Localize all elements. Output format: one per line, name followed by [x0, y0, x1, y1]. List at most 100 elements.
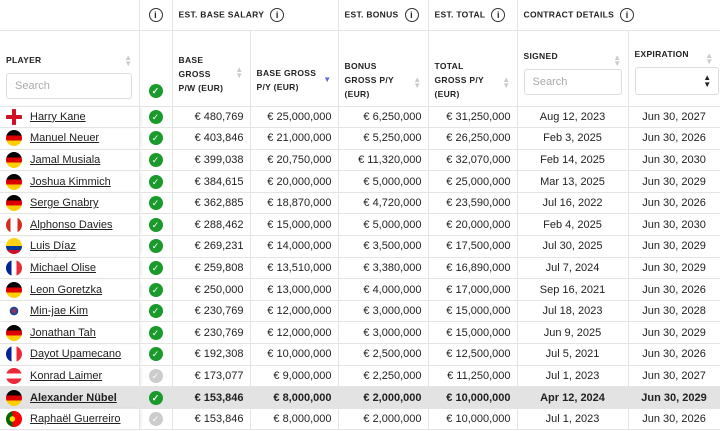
verified-check-icon: ✓ — [148, 152, 163, 167]
verified-filter-icon[interactable]: ✓ — [148, 83, 163, 98]
col-player[interactable]: PLAYER ▲ ▼ Search — [0, 30, 140, 107]
info-icon[interactable]: i — [148, 7, 163, 22]
player-link[interactable]: Konrad Laimer — [30, 369, 103, 382]
table-row[interactable]: Joshua Kimmich ✓ € 384,615 € 20,000,000 … — [0, 170, 720, 193]
table-row[interactable]: Konrad Laimer ✓ € 173,077 € 9,000,000 € … — [0, 365, 720, 388]
signed-search-input[interactable]: Search — [523, 69, 622, 95]
total-py: € 20,000,000 — [428, 213, 518, 237]
sort-icon[interactable]: ▲ ▼ — [124, 52, 133, 68]
expiration-date: Jun 30, 2026 — [628, 127, 720, 150]
bonus-py: € 2,500,000 — [338, 343, 429, 366]
sort-icon[interactable]: ▲ ▼ — [413, 74, 422, 90]
col-signed[interactable]: SIGNED ▲ ▼ Search — [517, 30, 629, 107]
table-row[interactable]: Jonathan Tah ✓ € 230,769 € 12,000,000 € … — [0, 321, 720, 345]
player-link[interactable]: Alphonso Davies — [30, 218, 113, 231]
table-row[interactable]: Jamal Musiala ✓ € 399,038 € 20,750,000 €… — [0, 149, 720, 172]
table-row[interactable]: Michael Olise ✓ € 259,808 € 13,510,000 €… — [0, 257, 720, 280]
info-icon[interactable]: i — [404, 7, 419, 22]
player-link[interactable]: Manuel Neuer — [30, 132, 100, 145]
player-link[interactable]: Harry Kane — [30, 110, 86, 123]
info-icon[interactable]: i — [620, 7, 635, 22]
col-player-label: PLAYER — [6, 55, 42, 65]
sort-icon[interactable]: ▲ ▼ — [235, 64, 244, 80]
bonus-py: € 2,000,000 — [338, 408, 429, 431]
expiration-date: Jun 30, 2026 — [628, 278, 720, 301]
flag-germany-icon — [6, 173, 22, 190]
flag-england-icon — [6, 108, 22, 125]
player-link[interactable]: Michael Olise — [30, 261, 97, 274]
flag-portugal-icon — [6, 411, 22, 428]
group-total: EST. TOTAL — [434, 9, 486, 19]
signed-date: Jul 16, 2022 — [517, 192, 629, 215]
player-link[interactable]: Serge Gnabry — [30, 197, 99, 210]
bonus-py: € 2,250,000 — [338, 365, 429, 388]
expiration-date: Jun 30, 2027 — [628, 365, 720, 388]
verified-check-icon: ✓ — [148, 239, 163, 254]
table-row[interactable]: Alexander Nübel ✓ € 153,846 € 8,000,000 … — [0, 386, 720, 409]
flag-france-icon — [6, 259, 22, 276]
player-link[interactable]: Joshua Kimmich — [30, 175, 111, 188]
base-py: € 13,000,000 — [250, 278, 339, 301]
empty-header — [0, 0, 140, 31]
base-py: € 14,000,000 — [250, 235, 339, 258]
sort-icon[interactable]: ▲ ▼ — [705, 50, 714, 66]
info-icon[interactable]: i — [491, 7, 506, 22]
player-link[interactable]: Jamal Musiala — [30, 153, 101, 166]
col-bonus[interactable]: BONUS GROSS P/Y (EUR) ▲ ▼ — [338, 30, 429, 107]
table-row[interactable]: Dayot Upamecano ✓ € 192,308 € 10,000,000… — [0, 343, 720, 366]
base-pw: € 384,615 — [172, 170, 251, 193]
player-link[interactable]: Dayot Upamecano — [30, 348, 122, 361]
signed-date: Mar 13, 2025 — [517, 170, 629, 193]
base-pw: € 480,769 — [172, 106, 251, 129]
player-link[interactable]: Alexander Nübel — [30, 391, 117, 404]
verified-check-icon: ✓ — [148, 325, 163, 340]
total-py: € 31,250,000 — [428, 106, 518, 129]
table-row[interactable]: Min-jae Kim ✓ € 230,769 € 12,000,000 € 3… — [0, 300, 720, 323]
flag-germany-icon — [6, 130, 22, 147]
col-total[interactable]: TOTAL GROSS P/Y (EUR) ▲ ▼ — [428, 30, 518, 107]
flag-germany-icon — [6, 324, 22, 341]
col-base-pw[interactable]: BASE GROSS P/W (EUR) ▲ ▼ — [172, 30, 251, 107]
sort-desc-icon[interactable]: ▼ — [323, 74, 332, 84]
col-signed-label: SIGNED — [523, 51, 558, 61]
player-link[interactable]: Min-jae Kim — [30, 305, 89, 318]
table-row[interactable]: Serge Gnabry ✓ € 362,885 € 18,870,000 € … — [0, 192, 720, 215]
expiration-date: Jun 30, 2026 — [628, 192, 720, 215]
flag-canada-icon — [6, 216, 22, 233]
sort-icon[interactable]: ▲ ▼ — [502, 74, 511, 90]
signed-date: Apr 12, 2024 — [517, 386, 629, 409]
signed-date: Jul 7, 2024 — [517, 257, 629, 280]
total-py: € 17,000,000 — [428, 278, 518, 301]
player-link[interactable]: Jonathan Tah — [30, 326, 96, 339]
base-pw: € 288,462 — [172, 213, 251, 237]
sort-icon[interactable]: ▲ ▼ — [613, 52, 622, 68]
table-row[interactable]: Leon Goretzka ✓ € 250,000 € 13,000,000 €… — [0, 278, 720, 301]
table-row[interactable]: Alphonso Davies ✓ € 288,462 € 15,000,000… — [0, 213, 720, 237]
col-base-py[interactable]: BASE GROSS P/Y (EUR) ▼ — [250, 30, 339, 107]
player-link[interactable]: Leon Goretzka — [30, 283, 103, 296]
signed-date: Feb 3, 2025 — [517, 127, 629, 150]
verified-check-icon: ✓ — [148, 109, 163, 124]
base-py: € 20,750,000 — [250, 149, 339, 172]
player-link[interactable]: Raphaël Guerreiro — [30, 413, 121, 426]
col-base-py-label: BASE GROSS P/Y (EUR) — [256, 68, 317, 92]
verified-check-icon: ✓ — [148, 260, 163, 275]
base-py: € 20,000,000 — [250, 170, 339, 193]
table-row[interactable]: Manuel Neuer ✓ € 403,846 € 21,000,000 € … — [0, 127, 720, 150]
base-py: € 25,000,000 — [250, 106, 339, 129]
table-row[interactable]: Harry Kane ✓ € 480,769 € 25,000,000 € 6,… — [0, 106, 720, 129]
flag-germany-icon — [6, 389, 22, 406]
bonus-py: € 2,000,000 — [338, 386, 429, 409]
info-icon[interactable]: i — [270, 7, 285, 22]
player-link[interactable]: Luis Díaz — [30, 240, 76, 253]
table-row[interactable]: Raphaël Guerreiro ✓ € 153,846 € 8,000,00… — [0, 408, 720, 431]
col-expiration[interactable]: EXPIRATION ▲ ▼ ▲ ▼ — [628, 30, 720, 107]
bonus-py: € 4,720,000 — [338, 192, 429, 215]
group-contract: CONTRACT DETAILS — [523, 9, 615, 19]
signed-date: Jul 1, 2023 — [517, 408, 629, 431]
player-search-input[interactable]: Search — [6, 73, 132, 99]
base-pw: € 362,885 — [172, 192, 251, 215]
table-row[interactable]: Luis Díaz ✓ € 269,231 € 14,000,000 € 3,5… — [0, 235, 720, 258]
expiration-select[interactable]: ▲ ▼ — [634, 67, 719, 95]
base-py: € 21,000,000 — [250, 127, 339, 150]
